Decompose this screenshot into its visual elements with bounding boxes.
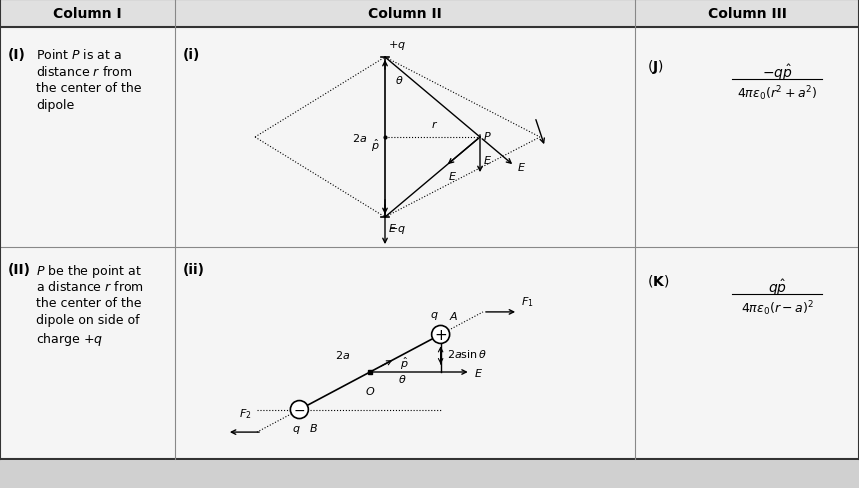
Circle shape — [431, 326, 449, 344]
Text: (II): (II) — [8, 263, 31, 276]
Text: $A$: $A$ — [448, 310, 458, 322]
Text: $E$: $E$ — [517, 161, 527, 173]
Text: $r$: $r$ — [431, 119, 438, 130]
Text: $(\mathbf{K})$: $(\mathbf{K})$ — [647, 272, 669, 288]
Text: $2a$: $2a$ — [352, 132, 367, 143]
Circle shape — [290, 401, 308, 419]
Text: $-q\hat{p}$: $-q\hat{p}$ — [762, 63, 792, 83]
Text: −: − — [294, 403, 305, 417]
Text: Column II: Column II — [369, 7, 442, 21]
Text: Column III: Column III — [708, 7, 787, 21]
Text: the center of the: the center of the — [36, 82, 142, 95]
Text: $O$: $O$ — [365, 384, 375, 396]
Text: a distance $r$ from: a distance $r$ from — [36, 280, 144, 293]
Text: +: + — [435, 327, 447, 342]
Text: $-q$: $-q$ — [388, 224, 406, 236]
Text: $P$: $P$ — [483, 130, 491, 142]
Text: $\theta$: $\theta$ — [395, 74, 404, 86]
Text: $E$: $E$ — [473, 366, 483, 378]
Text: the center of the: the center of the — [36, 296, 142, 309]
Text: $+q$: $+q$ — [388, 39, 406, 52]
Text: dipole on side of: dipole on side of — [36, 313, 140, 326]
Text: $B$: $B$ — [309, 421, 319, 433]
Text: $F_2$: $F_2$ — [240, 407, 252, 420]
Text: $2a\sin\theta$: $2a\sin\theta$ — [447, 347, 487, 360]
Bar — [0, 247, 859, 459]
Text: distance $r$ from: distance $r$ from — [36, 65, 132, 79]
Text: $\theta$: $\theta$ — [398, 372, 406, 384]
Bar — [0, 0, 859, 28]
Text: (i): (i) — [183, 48, 200, 62]
Text: $E$: $E$ — [483, 154, 492, 165]
Text: $\hat{p}$: $\hat{p}$ — [400, 355, 409, 371]
Text: $q$: $q$ — [430, 310, 439, 322]
Text: $2a$: $2a$ — [335, 348, 350, 360]
Text: dipole: dipole — [36, 99, 74, 112]
Text: $E$: $E$ — [388, 222, 397, 234]
Text: Point $P$ is at a: Point $P$ is at a — [36, 48, 122, 62]
Text: $P$ be the point at: $P$ be the point at — [36, 263, 142, 280]
Text: charge $+q$: charge $+q$ — [36, 330, 103, 347]
Text: Column I: Column I — [53, 7, 122, 21]
Text: $(\mathbf{J})$: $(\mathbf{J})$ — [647, 58, 664, 76]
Text: $4\pi\varepsilon_0(r-a)^2$: $4\pi\varepsilon_0(r-a)^2$ — [740, 298, 813, 317]
Text: $4\pi\varepsilon_0(r^2+a^2)$: $4\pi\varepsilon_0(r^2+a^2)$ — [737, 84, 817, 102]
Text: $\hat{p}$: $\hat{p}$ — [371, 138, 380, 154]
Text: $F_1$: $F_1$ — [521, 294, 533, 308]
Bar — [0, 28, 859, 247]
Text: (I): (I) — [8, 48, 26, 62]
Text: $E$: $E$ — [448, 170, 457, 182]
Text: $q$: $q$ — [292, 423, 301, 435]
Text: (ii): (ii) — [183, 263, 205, 276]
Text: $q\hat{p}$: $q\hat{p}$ — [767, 278, 787, 298]
